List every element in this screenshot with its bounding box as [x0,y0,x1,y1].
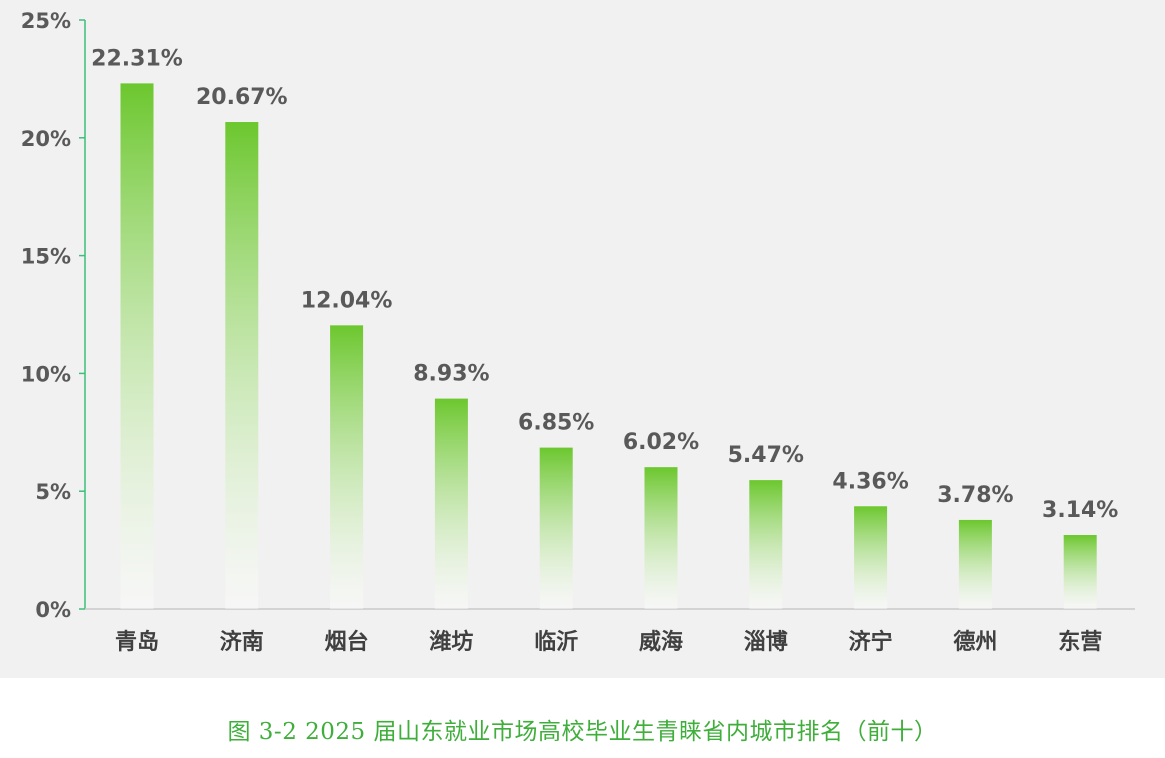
bar-济南 [225,122,259,609]
bar-烟台 [330,325,364,609]
category-label: 淄博 [744,629,788,655]
category-label: 青岛 [115,629,159,655]
y-tick-label: 20% [21,127,71,151]
bar-青岛 [120,83,154,609]
value-label: 20.67% [196,85,288,110]
bar-chart: 0% 5% 10% 15% 20% 25% 22.31% 青岛 20.67% 济南 12.04% 烟… [21,9,1135,655]
bar-临沂 [539,447,573,609]
y-tick-label: 25% [21,9,71,33]
value-label: 6.02% [623,430,699,455]
y-tick-label: 0% [35,598,71,622]
y-tick-label: 15% [21,245,71,269]
category-label: 济宁 [849,629,893,655]
bar-潍坊 [434,398,468,609]
category-label: 烟台 [325,629,369,655]
figure-caption: 图 3-2 2025 届山东就业市场高校毕业生青睐省内城市排名（前十） [227,719,938,745]
y-tick-label: 5% [35,480,71,504]
category-label: 德州 [953,629,997,655]
bar-东营 [1063,535,1097,609]
category-label: 威海 [639,629,683,655]
bar-济宁 [854,506,888,609]
value-label: 3.14% [1042,498,1118,523]
bar-威海 [644,467,678,609]
value-label: 3.78% [937,483,1013,508]
category-label: 潍坊 [429,629,473,655]
value-label: 22.31% [91,46,183,71]
bar-德州 [958,519,992,609]
value-label: 12.04% [301,288,393,313]
category-label: 临沂 [534,629,578,655]
y-tick-label: 10% [21,362,71,386]
category-label: 济南 [220,629,264,655]
value-label: 6.85% [518,411,594,436]
category-label: 东营 [1058,629,1102,655]
value-label: 5.47% [728,443,804,468]
value-label: 4.36% [832,469,908,494]
bar-淄博 [749,480,783,609]
value-label: 8.93% [413,362,489,387]
chart-panel: 0% 5% 10% 15% 20% 25% 22.31% 青岛 20.67% 济南 12.04% 烟… [0,0,1165,678]
